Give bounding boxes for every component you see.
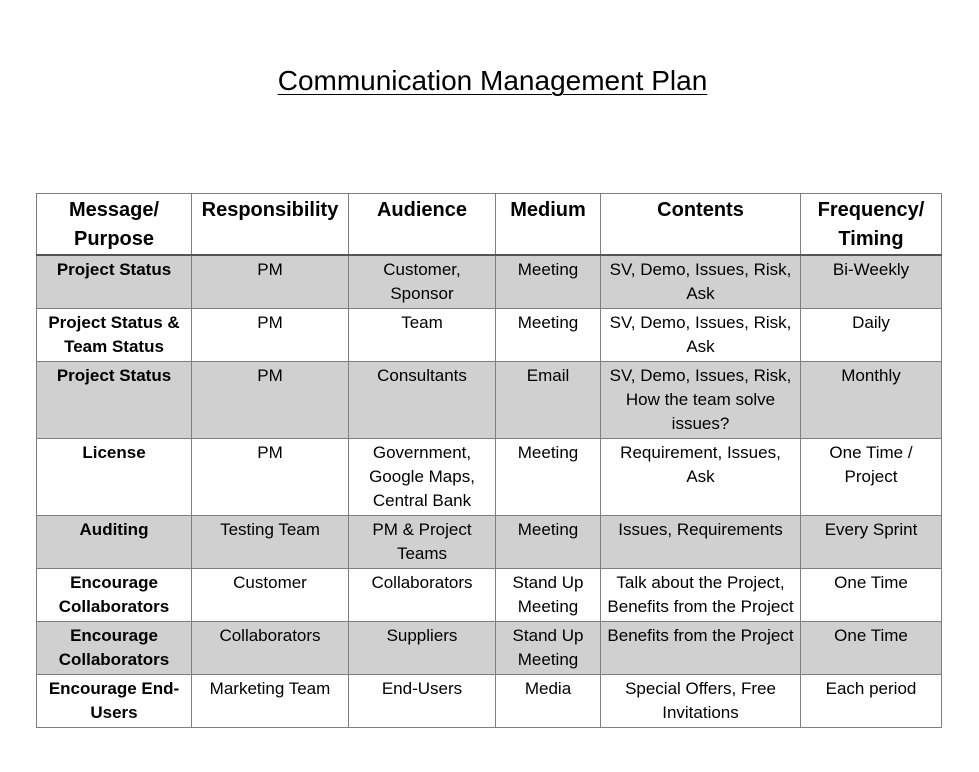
cell-responsibility: Testing Team <box>191 515 349 569</box>
header-audience: Audience <box>348 193 496 256</box>
cell-audience: PM & Project Teams <box>348 515 496 569</box>
header-responsibility: Responsibility <box>191 193 349 256</box>
cell-audience: Team <box>348 308 496 362</box>
cell-frequency: One Time <box>800 568 942 622</box>
cell-audience: Consultants <box>348 361 496 439</box>
page-title-text: Communication Management Plan <box>277 65 708 96</box>
communication-plan-table: Message/ Purpose Responsibility Audience… <box>36 193 942 728</box>
table-row: Project Status PM Consultants Email SV, Demo… <box>36 361 942 439</box>
cell-frequency: Daily <box>800 308 942 362</box>
table-row: Encourage Collaborators Collaborators Supp… <box>36 621 942 675</box>
cell-responsibility: Customer <box>191 568 349 622</box>
table-row: Encourage End-Users Marketing Team End-Use… <box>36 674 942 728</box>
cell-audience: End-Users <box>348 674 496 728</box>
cell-medium: Stand Up Meeting <box>495 568 601 622</box>
cell-medium: Meeting <box>495 515 601 569</box>
cell-frequency: Monthly <box>800 361 942 439</box>
cell-audience: Suppliers <box>348 621 496 675</box>
cell-responsibility: Collaborators <box>191 621 349 675</box>
cell-contents: Requirement, Issues, Ask <box>600 438 801 516</box>
cell-frequency: Bi-Weekly <box>800 254 942 309</box>
cell-contents: SV, Demo, Issues, Risk, How the team sol… <box>600 361 801 439</box>
cell-audience: Customer, Sponsor <box>348 254 496 309</box>
cell-responsibility: PM <box>191 254 349 309</box>
cell-frequency: One Time / Project <box>800 438 942 516</box>
header-contents: Contents <box>600 193 801 256</box>
cell-medium: Meeting <box>495 254 601 309</box>
cell-responsibility: Marketing Team <box>191 674 349 728</box>
header-row: Message/ Purpose Responsibility Audience… <box>36 193 942 256</box>
table-row: Project Status & Team Status PM Team Meetin… <box>36 308 942 362</box>
table-row: Auditing Testing Team PM & Project Teams Me… <box>36 515 942 569</box>
cell-contents: Issues, Requirements <box>600 515 801 569</box>
cell-contents: Talk about the Project, Benefits from th… <box>600 568 801 622</box>
cell-frequency: Each period <box>800 674 942 728</box>
cell-purpose: Encourage Collaborators <box>36 621 192 675</box>
cell-contents: Special Offers, Free Invitations <box>600 674 801 728</box>
cell-frequency: One Time <box>800 621 942 675</box>
cell-contents: SV, Demo, Issues, Risk, Ask <box>600 308 801 362</box>
cell-purpose: Encourage End-Users <box>36 674 192 728</box>
cell-responsibility: PM <box>191 361 349 439</box>
page-title: Communication Management Plan <box>0 63 979 99</box>
cell-responsibility: PM <box>191 438 349 516</box>
cell-medium: Meeting <box>495 438 601 516</box>
cell-purpose: Project Status <box>36 254 192 309</box>
cell-frequency: Every Sprint <box>800 515 942 569</box>
cell-contents: Benefits from the Project <box>600 621 801 675</box>
cell-responsibility: PM <box>191 308 349 362</box>
cell-audience: Government, Google Maps, Central Bank <box>348 438 496 516</box>
table-row: License PM Government, Google Maps, Centra… <box>36 438 942 516</box>
cell-purpose: Project Status & Team Status <box>36 308 192 362</box>
cell-contents: SV, Demo, Issues, Risk, Ask <box>600 254 801 309</box>
cell-medium: Media <box>495 674 601 728</box>
cell-purpose: Auditing <box>36 515 192 569</box>
cell-medium: Meeting <box>495 308 601 362</box>
table-row: Project Status PM Customer, Sponsor Meeting… <box>36 254 942 309</box>
table-body: Project Status PM Customer, Sponsor Meeting… <box>36 254 942 728</box>
cell-purpose: License <box>36 438 192 516</box>
header-frequency-timing: Frequency/ Timing <box>800 193 942 256</box>
cell-medium: Email <box>495 361 601 439</box>
header-message-purpose: Message/ Purpose <box>36 193 192 256</box>
table-row: Encourage Collaborators Customer Collabora… <box>36 568 942 622</box>
cell-medium: Stand Up Meeting <box>495 621 601 675</box>
header-medium: Medium <box>495 193 601 256</box>
table-header: Message/ Purpose Responsibility Audience… <box>36 193 942 256</box>
cell-purpose: Project Status <box>36 361 192 439</box>
cell-audience: Collaborators <box>348 568 496 622</box>
cell-purpose: Encourage Collaborators <box>36 568 192 622</box>
